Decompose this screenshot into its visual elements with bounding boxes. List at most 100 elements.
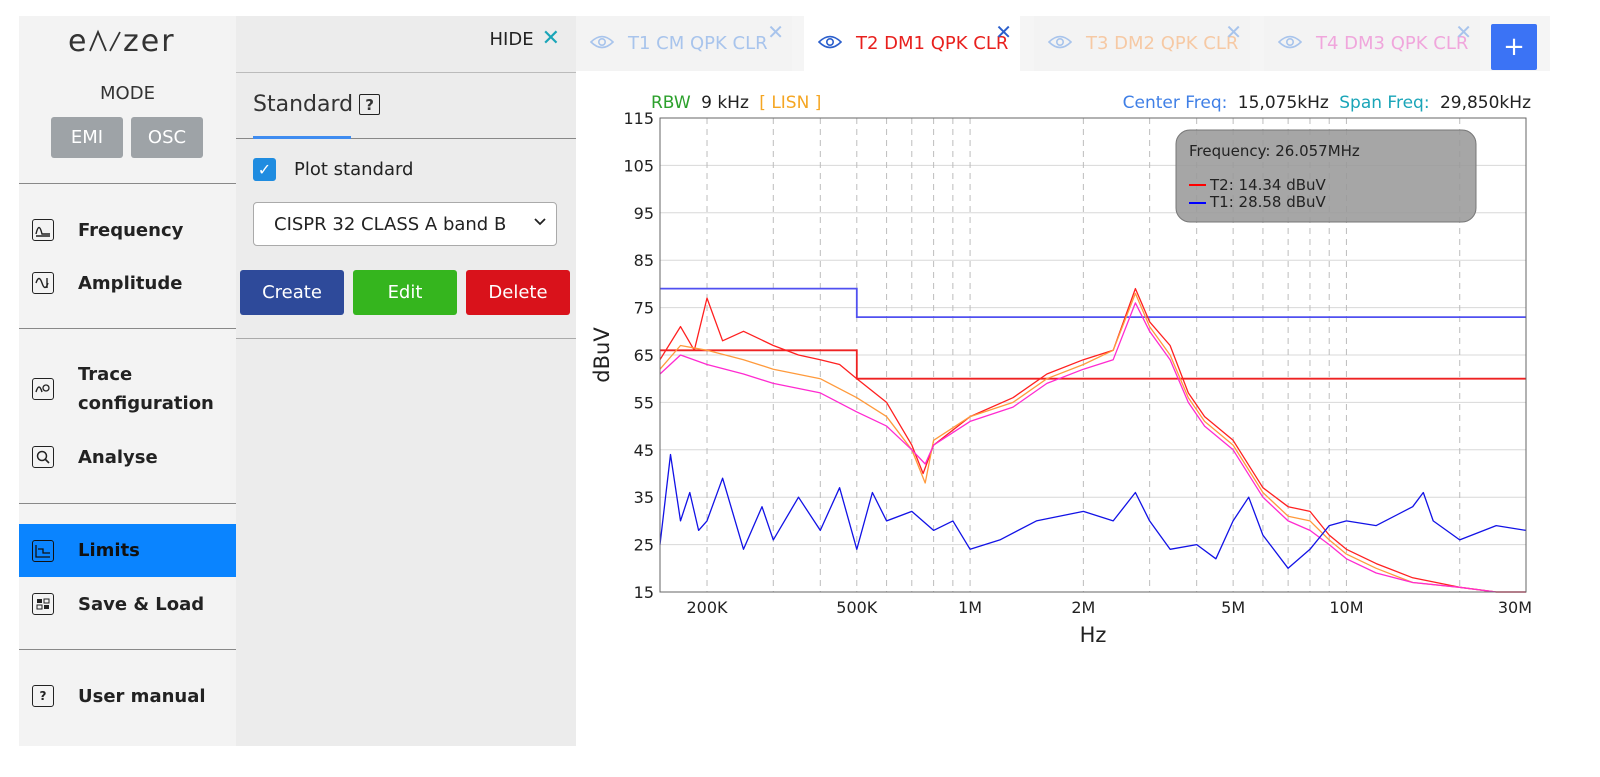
rbw-label: RBW [651,93,691,113]
frequency-icon [32,219,54,241]
hide-label: HIDE [489,28,534,50]
limit-line-1 [660,349,1526,380]
y-tick-label: 15 [634,583,654,602]
tab-t3[interactable]: T3 DM2 QPK CLR ✕ [1034,16,1250,71]
chart-svg[interactable]: RBW 9 kHz [ LISN ] Center Freq: 15,075kH… [576,72,1550,672]
x-axis-label: Hz [1080,623,1107,647]
sidebar-item-label: Limits [78,540,140,561]
sidebar-item-amplitude[interactable]: Amplitude [19,261,236,305]
close-icon[interactable]: ✕ [995,20,1012,44]
chart-header-right: Center Freq: 15,075kHz Span Freq: 29,850… [1123,93,1531,113]
help-icon[interactable]: ? [359,94,381,115]
osc-mode-button[interactable]: OSC [131,117,203,158]
delete-button[interactable]: Delete [466,270,570,315]
divider [236,338,576,339]
sidebar-item-label: Trace configuration [78,360,214,418]
trace-line-0 [659,287,1526,593]
chart-header-left: RBW 9 kHz [ LISN ] [651,93,821,113]
emi-mode-button[interactable]: EMI [51,117,123,158]
x-tick-label: 500K [836,598,878,617]
tab-label: T4 DM3 QPK CLR [1316,33,1469,54]
limit-line-0 [660,287,1526,319]
sidebar-item-analyse[interactable]: Analyse [19,435,236,479]
divider [236,138,576,139]
sidebar-item-label-line2: configuration [78,393,214,414]
app-logo: e zer [19,24,236,67]
sidebar-item-label: Save & Load [78,593,205,615]
standard-title: Standard [253,92,354,117]
sidebar-item-limits[interactable]: Limits [19,524,236,577]
chart-header: RBW 9 kHz [ LISN ] Center Freq: 15,075kH… [651,93,1531,113]
mode-label: MODE [100,83,155,104]
x-tick-label: 30M [1498,598,1532,617]
eye-icon[interactable] [817,34,843,53]
tab-t2[interactable]: T2 DM1 QPK CLR ✕ [804,16,1020,71]
svg-text:e: e [68,24,88,58]
y-tick-label: 25 [634,536,654,555]
active-tab-underline [253,136,351,139]
limits-icon [32,539,54,562]
y-tick-label: 85 [634,251,654,270]
logo-mark: e zer [68,24,176,59]
trace-line-1 [659,292,1526,593]
limit-lines [660,287,1526,380]
trace-config-icon [32,378,54,400]
standard-select[interactable]: CISPR 32 CLASS A band B [253,202,557,246]
tooltip-t1-value: T1: 28.58 dBuV [1209,193,1327,211]
plot-frame [659,117,1527,593]
sidebar-item-save-load[interactable]: Save & Load [19,582,236,626]
trace-lines [659,287,1527,593]
panel-title: Standard ? [253,92,381,117]
center-freq-label: Center Freq: [1123,93,1228,113]
plot-standard-row: ✓ Plot standard [253,158,414,181]
y-tick-label: 75 [634,299,654,318]
x-tick-label: 200K [687,598,729,617]
trace-line-3 [659,453,1527,569]
sidebar-item-label: User manual [78,685,206,707]
x-tick-label: 2M [1071,598,1095,617]
y-tick-label: 45 [634,441,654,460]
y-axis-label: dBuV [590,327,614,383]
center-freq-value: 15,075kHz [1238,93,1329,113]
y-tick-label: 55 [634,393,654,412]
rbw-value: 9 kHz [701,93,749,113]
sidebar-item-label: Analyse [78,446,158,468]
trace-tabs: T1 CM QPK CLR ✕ T2 DM1 QPK CLR ✕ T3 DM2 … [576,16,1550,71]
plot-standard-label: Plot standard [294,159,414,180]
add-tab-button[interactable]: + [1491,24,1537,70]
close-icon[interactable]: ✕ [1225,20,1242,44]
tooltip-t2-value: T2: 14.34 dBuV [1209,176,1327,194]
hide-panel-button[interactable]: HIDE ✕ [489,28,560,50]
tab-label: T2 DM1 QPK CLR [856,33,1009,54]
eye-icon[interactable] [1047,34,1073,53]
sidebar-item-trace-configuration[interactable]: Trace configuration [19,356,236,422]
spectrum-chart: RBW 9 kHz [ LISN ] Center Freq: 15,075kH… [576,72,1550,672]
sidebar-item-label: Frequency [78,219,184,241]
close-icon[interactable]: ✕ [1455,20,1472,44]
trace-line-2 [659,302,1526,593]
tab-label: T1 CM QPK CLR [628,33,768,54]
edit-button[interactable]: Edit [353,270,457,315]
svg-text:zer: zer [123,24,176,58]
divider [19,649,236,650]
divider [19,503,236,504]
tooltip-title: Frequency: 26.057MHz [1189,142,1360,160]
tooltip-box [1175,129,1477,223]
save-load-icon [32,593,54,615]
y-tick-label: 95 [634,204,654,223]
eye-icon[interactable] [1277,34,1303,53]
close-icon[interactable]: ✕ [767,20,784,44]
help-icon: ? [32,685,54,707]
tab-t4[interactable]: T4 DM3 QPK CLR ✕ [1264,16,1480,71]
sidebar-item-frequency[interactable]: Frequency [19,208,236,252]
eye-icon[interactable] [589,34,615,53]
lisn-label: [ LISN ] [759,93,821,113]
plot-standard-checkbox[interactable]: ✓ [253,158,276,181]
create-button[interactable]: Create [240,270,344,315]
sidebar-item-user-manual[interactable]: ? User manual [19,674,236,718]
tab-label: T3 DM2 QPK CLR [1086,33,1239,54]
tab-t1[interactable]: T1 CM QPK CLR ✕ [576,16,792,71]
standard-select-value: CISPR 32 CLASS A band B [274,213,507,235]
standard-panel: HIDE ✕ Standard ? ✓ Plot standard CISPR … [236,16,576,746]
chevron-down-icon [534,215,546,230]
